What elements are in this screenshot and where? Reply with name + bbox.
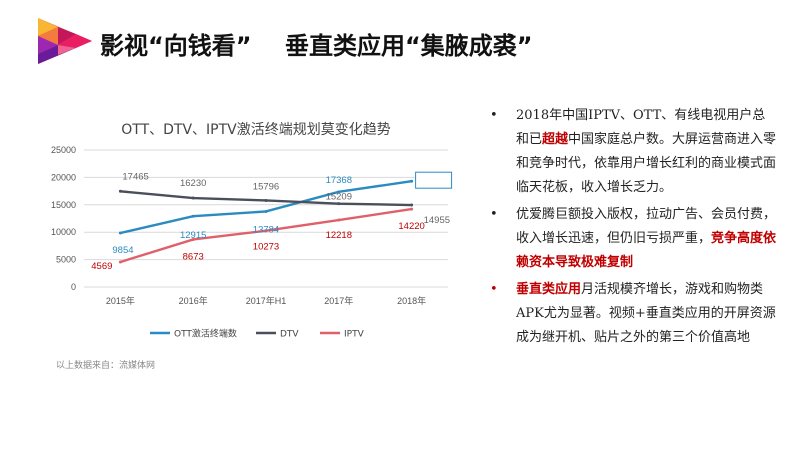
data-label: 12218 — [326, 230, 352, 241]
data-point — [264, 209, 268, 213]
data-point — [410, 179, 414, 183]
bullet-text: 优爱腾巨额投入版权，拉动广告、会员付费，收入增长迅速，但仍旧亏损严重， — [516, 207, 777, 246]
data-point — [337, 190, 341, 194]
data-point — [118, 231, 122, 235]
brand-logo-icon — [38, 18, 92, 64]
data-label: 15209 — [326, 192, 352, 203]
data-label: 13784 — [253, 224, 279, 235]
legend-label: DTV — [280, 330, 299, 340]
bullet-text: 2018年中国IPTV、OTT、有线电视用户总和已 — [516, 108, 766, 147]
data-label: 14955 — [424, 215, 450, 226]
data-point — [191, 237, 195, 241]
series-line-1 — [120, 190, 412, 207]
x-tick-label: 2016年 — [179, 295, 208, 306]
x-tick-label: 2017年 — [324, 295, 353, 306]
legend-label: IPTV — [344, 330, 365, 340]
data-label: 10273 — [253, 242, 279, 253]
x-tick-label: 2017年H1 — [246, 295, 287, 306]
bullet-text: 中国家庭总户数。大屏运营商进入零和竞争时代，依靠用户增长红利的商业模式面临天花板… — [516, 132, 777, 195]
data-point — [337, 218, 341, 222]
data-point — [264, 198, 268, 202]
y-tick-label: 15000 — [51, 200, 76, 210]
data-point — [118, 260, 122, 264]
y-tick-label: 25000 — [51, 145, 76, 155]
data-label: 4569 — [91, 261, 112, 272]
slide-title: 影视“向钱看” 垂直类应用“集腋成裘” — [100, 32, 533, 60]
legend-label: OTT激活终端数 — [174, 328, 237, 340]
bullet-text: 月活规模齐增长，游戏和购物类APK尤为显著。视频+垂直类应用的开屏资源成为继开机… — [516, 282, 776, 345]
callout-box — [415, 171, 453, 189]
data-point — [264, 229, 268, 233]
x-tick-label: 2018年 — [397, 295, 426, 306]
data-point — [191, 214, 195, 218]
data-label: 12915 — [180, 230, 206, 241]
bullet-item: • 垂直类应用月活规模齐增长，游戏和购物类APK尤为显著。视频+垂直类应用的开屏资… — [488, 278, 778, 350]
bullet-marker: • — [490, 282, 498, 297]
bullet-item: • 2018年中国IPTV、OTT、有线电视用户总和已超越中国家庭总户数。大屏运营… — [488, 104, 778, 200]
source-note: 以上数据来自：流媒体网 — [56, 361, 156, 371]
data-point — [410, 207, 414, 211]
line-chart: OTT、DTV、IPTV激活终端规划莫变化趋势 0 5000 10000 15000 20… — [51, 121, 453, 340]
highlight-text: 垂直类应用 — [516, 282, 582, 297]
data-label: 16230 — [180, 178, 206, 189]
bullet-item: • 优爱腾巨额投入版权，拉动广告、会员付费，收入增长迅速，但仍旧亏损严重，竞争高度… — [488, 203, 778, 275]
highlight-text: 竞争高度依赖资本导致极难复制 — [516, 231, 777, 270]
y-tick-label: 20000 — [51, 172, 76, 182]
data-label: 9854 — [112, 245, 133, 256]
y-tick-label: 5000 — [56, 255, 76, 265]
highlight-text: 超越 — [542, 132, 569, 147]
data-label: 8673 — [183, 251, 204, 262]
y-tick-label: 0 — [71, 282, 76, 292]
data-label: 14220 — [398, 221, 424, 232]
series-line-2 — [120, 207, 412, 264]
data-label: 17465 — [122, 171, 148, 182]
data-point — [337, 202, 341, 206]
chart-title: OTT、DTV、IPTV激活终端规划莫变化趋势 — [121, 121, 391, 138]
data-point — [118, 189, 122, 193]
bullet-marker: • — [490, 207, 498, 222]
data-label: 17368 — [326, 175, 352, 186]
data-label: 15796 — [253, 181, 279, 192]
data-point — [410, 203, 414, 207]
y-tick-label: 10000 — [51, 227, 76, 237]
bullet-marker: • — [490, 108, 498, 123]
bullet-list: • 2018年中国IPTV、OTT、有线电视用户总和已超越中国家庭总户数。大屏运营… — [488, 104, 778, 353]
x-tick-label: 2015年 — [106, 295, 135, 306]
data-point — [191, 196, 195, 200]
